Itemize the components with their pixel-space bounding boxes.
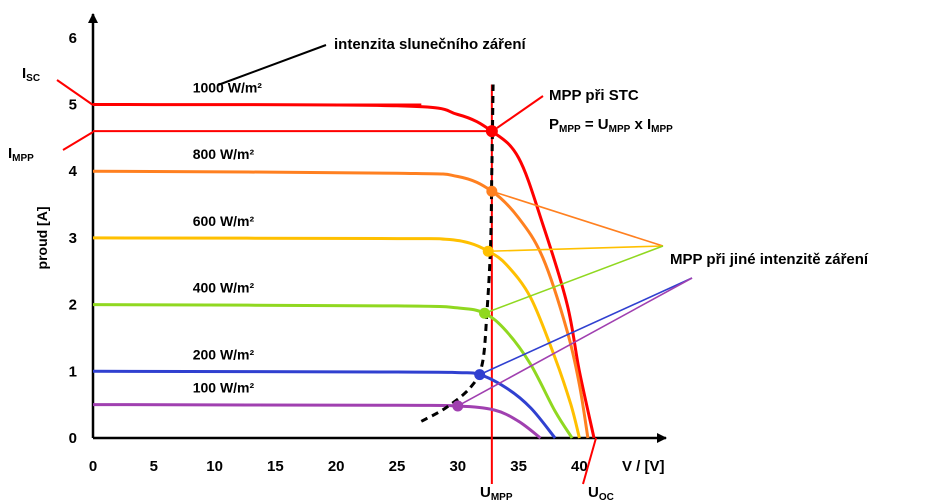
irradiance-annotation: intenzita slunečního záření — [334, 36, 527, 53]
curve-label: 200 W/m² — [193, 346, 255, 362]
mpp-pointer-line — [457, 277, 693, 407]
isc-pointer — [56, 79, 94, 106]
curve-label: 600 W/m² — [193, 213, 255, 229]
isc-label: ISC — [22, 65, 40, 84]
curve-label: 100 W/m² — [193, 380, 255, 396]
x-tick-label: 35 — [510, 458, 527, 475]
x-tick-label: 40 — [571, 458, 588, 475]
iv-curve — [92, 169, 590, 439]
impp-label: IMPP — [8, 145, 34, 164]
mpp-pointer-lines — [457, 190, 693, 407]
mpp-points — [452, 125, 498, 412]
mpp-stc-annotation: MPP při STC — [549, 87, 639, 104]
mpp-pointer-line — [479, 277, 693, 376]
p-mpp-formula: PMPP = UMPP x IMPP — [549, 116, 673, 135]
uoc-label: UOC — [588, 484, 614, 502]
mpp-stc-pointer — [496, 95, 544, 129]
iv-curve — [92, 103, 596, 439]
mpp-point — [479, 307, 491, 319]
uoc-pointer — [582, 437, 597, 485]
impp-pointer — [62, 131, 94, 151]
y-tick-label: 6 — [69, 30, 77, 47]
reference-lines — [93, 84, 493, 484]
y-tick-label: 4 — [69, 163, 78, 180]
umpp-label: UMPP — [480, 484, 513, 502]
mpp-point — [486, 185, 498, 197]
x-tick-label: 5 — [150, 458, 158, 475]
irradiance-pointer — [217, 44, 327, 86]
mpp-point — [452, 400, 464, 412]
mpp-pointer-line — [484, 245, 664, 315]
tick-labels: 0 5 10 15 20 25 30 35 40 0 1 2 3 4 5 6 — [69, 30, 588, 475]
x-tick-label: 10 — [206, 458, 223, 475]
x-tick-label: 20 — [328, 458, 345, 475]
mpp-point — [474, 369, 486, 381]
mpp-pointer-line — [488, 245, 664, 253]
mpp-other-annotation: MPP při jiné intenzitě záření — [670, 251, 869, 268]
y-tick-label: 0 — [69, 430, 77, 447]
mpp-locus — [420, 84, 495, 423]
iv-curve — [92, 403, 542, 440]
x-axis-label: V / [V] — [622, 458, 665, 475]
mpp-point — [482, 245, 494, 257]
x-tick-label: 0 — [89, 458, 97, 475]
curve-label: 400 W/m² — [193, 280, 255, 296]
curve-label: 800 W/m² — [193, 146, 255, 162]
y-axis-label: proud [A] — [34, 207, 50, 270]
x-tick-label: 15 — [267, 458, 284, 475]
y-tick-label: 1 — [69, 363, 77, 380]
iv-curves — [92, 103, 596, 440]
curve-label: 1000 W/m² — [193, 80, 263, 96]
iv-curve — [92, 236, 581, 439]
x-tick-label: 25 — [389, 458, 406, 475]
x-tick-label: 30 — [449, 458, 466, 475]
iv-curve — [92, 369, 557, 439]
mpp-point — [485, 125, 498, 138]
mpp-locus-line — [420, 84, 495, 423]
y-tick-label: 3 — [69, 230, 77, 247]
curve-labels: 1000 W/m² 800 W/m² 600 W/m² 400 W/m² 200 W/m… — [193, 80, 263, 396]
mpp-pointer-line — [491, 190, 664, 247]
y-tick-label: 5 — [69, 97, 77, 114]
y-tick-label: 2 — [69, 297, 77, 314]
